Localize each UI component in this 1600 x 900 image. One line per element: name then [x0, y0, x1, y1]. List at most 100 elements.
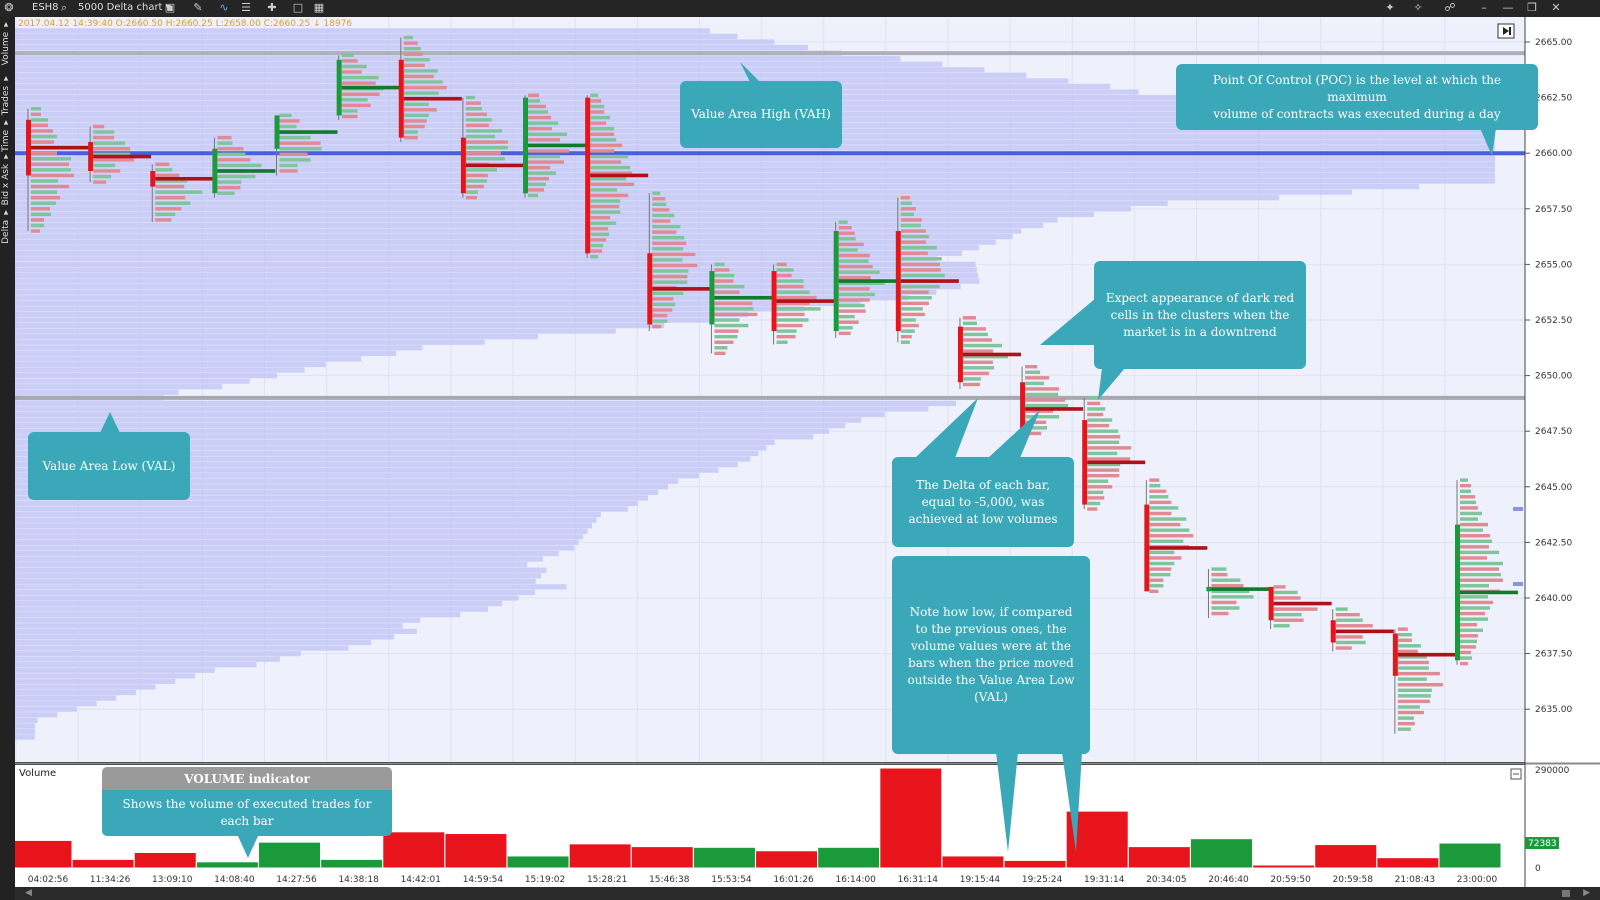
profile-level — [15, 484, 669, 490]
volume-bar[interactable] — [941, 855, 1005, 869]
logo-icon[interactable]: ❂ — [4, 1, 14, 14]
scroll-left-icon[interactable]: ◀ — [25, 888, 32, 898]
cluster-bar[interactable] — [771, 262, 835, 345]
cluster-bar[interactable] — [895, 195, 959, 344]
volume-bar[interactable] — [15, 839, 73, 869]
cluster-bar[interactable] — [336, 53, 400, 120]
profile-level — [15, 189, 1352, 195]
volume-bar[interactable] — [444, 833, 508, 869]
cluster-bar[interactable] — [1455, 478, 1518, 666]
settings-icon[interactable]: ✧ — [1413, 1, 1423, 14]
cluster-cell — [776, 262, 787, 267]
volume-bar[interactable] — [133, 851, 197, 869]
volume-bar[interactable] — [71, 858, 135, 869]
cluster-cell — [528, 132, 568, 136]
restore-icon[interactable]: ❐ — [1527, 1, 1537, 14]
minimize-icon[interactable]: – — [1481, 1, 1487, 14]
cluster-bar[interactable] — [1268, 585, 1332, 630]
time-tick-label: 23:00:00 — [1457, 875, 1498, 885]
monitor-icon[interactable]: ▣ — [164, 1, 176, 14]
cluster-cell — [31, 184, 69, 189]
cluster-cell — [1087, 468, 1120, 472]
volume-bar[interactable] — [258, 841, 322, 869]
volume-bar[interactable] — [1189, 838, 1253, 869]
cluster-bar[interactable] — [150, 162, 214, 223]
cluster-bar[interactable] — [88, 124, 152, 184]
title-bar: ❂ ESH8 ⌕ 5000 Delta chart ▾ ▣ ✎ ∿ ☰ ✚ □ … — [0, 0, 1600, 17]
tab-delta[interactable]: Delta ▾ — [1, 207, 11, 244]
cluster-bar[interactable] — [957, 316, 1021, 389]
cluster-cell — [403, 124, 425, 129]
cluster-bar[interactable] — [647, 191, 711, 332]
cluster-cell — [900, 246, 937, 250]
cluster-bar[interactable] — [1330, 607, 1394, 652]
symbol-label[interactable]: ESH8 — [32, 2, 59, 13]
cluster-bar[interactable] — [1206, 567, 1270, 619]
cluster-cell — [155, 207, 182, 211]
cluster-cell — [279, 113, 292, 118]
cluster-cell — [1460, 539, 1492, 543]
line-chart-icon[interactable]: ∿ — [219, 1, 229, 14]
search-icon[interactable]: ⌕ — [60, 1, 68, 14]
cluster-cell — [652, 280, 688, 284]
cluster-bar[interactable] — [523, 93, 587, 198]
cluster-bar[interactable] — [212, 135, 276, 198]
cluster-bar[interactable] — [398, 35, 462, 143]
cluster-bar[interactable] — [1144, 478, 1208, 594]
expand-button[interactable] — [1497, 23, 1515, 39]
volume-bar[interactable] — [1314, 844, 1378, 869]
volume-bar[interactable] — [755, 850, 819, 869]
cluster-cell — [776, 279, 804, 283]
volume-bar[interactable] — [195, 861, 259, 869]
volume-bar[interactable] — [1003, 859, 1067, 869]
horizontal-scrollbar[interactable]: ◀ ▶ — [15, 887, 1600, 900]
tab-trades[interactable]: Trades ▾ — [1, 73, 11, 116]
volume-bar[interactable] — [1127, 846, 1191, 869]
volume-settings-icon[interactable] — [1510, 768, 1522, 780]
cluster-bar[interactable] — [585, 93, 649, 259]
cluster-bar[interactable] — [1082, 396, 1146, 511]
volume-bar[interactable] — [1376, 857, 1440, 869]
volume-bar[interactable] — [506, 855, 570, 869]
cluster-bar[interactable] — [709, 262, 773, 356]
cluster-cell — [590, 238, 607, 242]
volume-bar[interactable] — [568, 843, 632, 869]
volume-bar[interactable] — [692, 846, 756, 869]
cluster-bar[interactable] — [1392, 627, 1456, 734]
tab-time[interactable]: Time ▾ — [1, 117, 11, 152]
cluster-bar[interactable] — [26, 107, 89, 233]
volume-bar[interactable] — [817, 846, 881, 869]
scroll-right-icon[interactable]: ▶ — [1583, 888, 1590, 898]
cluster-bar[interactable] — [460, 95, 524, 200]
cluster-cell — [1397, 688, 1432, 692]
chart-name-dropdown[interactable]: 5000 Delta chart ▾ — [78, 2, 171, 13]
magic-icon[interactable]: ✦ — [1385, 1, 1395, 14]
volume-bar[interactable] — [320, 858, 384, 869]
cluster-cell — [652, 202, 667, 207]
cluster-cell — [1460, 522, 1488, 527]
volume-bar[interactable] — [630, 846, 694, 869]
cluster-bar[interactable] — [274, 113, 338, 176]
crosshair-icon[interactable]: ✚ — [267, 1, 277, 14]
bars-icon[interactable]: ☰ — [241, 1, 251, 14]
time-tick-label: 15:46:38 — [649, 875, 690, 885]
volume-bar[interactable] — [382, 831, 446, 869]
cluster-bar[interactable] — [833, 220, 897, 338]
close-icon[interactable]: ✕ — [1551, 1, 1561, 14]
scroll-thumb[interactable] — [1562, 890, 1570, 897]
dash-icon[interactable]: — — [1502, 1, 1514, 14]
link-icon[interactable]: ☍ — [1444, 1, 1456, 14]
tab-bid-ask[interactable]: Bid x Ask ▾ — [1, 151, 11, 206]
volume-bar[interactable] — [1438, 842, 1502, 869]
cluster-poc-cell — [31, 145, 89, 150]
cluster-bars[interactable] — [26, 35, 1518, 734]
tab-volume[interactable]: Volume ▾ — [1, 19, 11, 66]
volume-bar[interactable] — [1065, 810, 1129, 869]
volume-bar[interactable] — [879, 767, 943, 869]
grid-icon[interactable]: ▦ — [313, 1, 325, 14]
cluster-cell — [1335, 618, 1363, 622]
volume-bar[interactable] — [1252, 864, 1316, 869]
pencil-icon[interactable]: ✎ — [193, 1, 203, 14]
profile-level — [15, 562, 528, 568]
window-icon[interactable]: □ — [292, 1, 304, 14]
